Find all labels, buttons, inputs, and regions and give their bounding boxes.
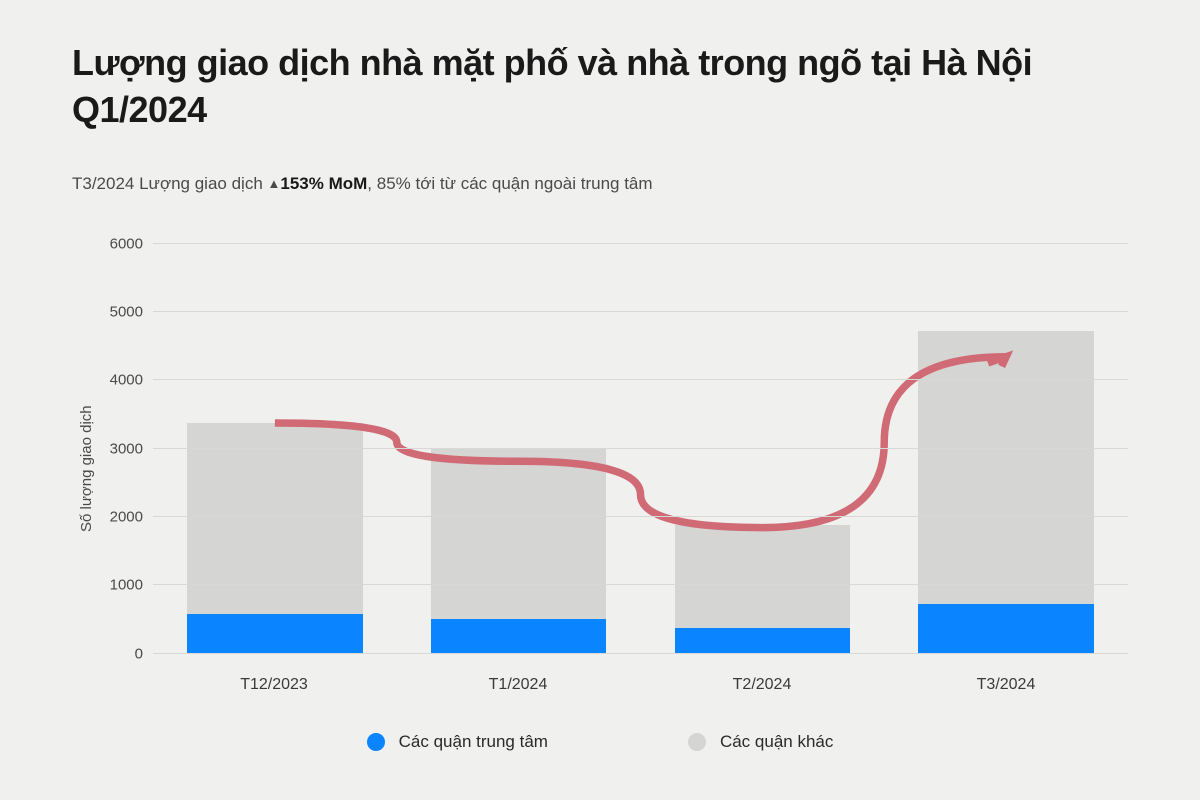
bar-slot xyxy=(397,244,641,654)
bar-segment-other xyxy=(918,331,1094,604)
y-axis: 0100020003000400050006000 xyxy=(95,244,153,654)
bar xyxy=(431,449,607,654)
y-tick: 3000 xyxy=(110,440,143,457)
up-triangle-icon: ▲ xyxy=(268,176,281,191)
legend-label-center: Các quận trung tâm xyxy=(399,732,548,752)
legend-swatch-other xyxy=(688,733,706,751)
bars-layer xyxy=(153,244,1128,654)
legend-item-center: Các quận trung tâm xyxy=(367,732,548,752)
page-title: Lượng giao dịch nhà mặt phố và nhà trong… xyxy=(72,40,1128,134)
bar xyxy=(187,423,363,654)
y-tick: 4000 xyxy=(110,372,143,389)
y-tick: 1000 xyxy=(110,577,143,594)
bar xyxy=(675,525,851,653)
subtitle: T3/2024 Lượng giao dịch ▲153% MoM, 85% t… xyxy=(72,174,1128,194)
bar-segment-other xyxy=(187,423,363,614)
gridline xyxy=(153,379,1128,380)
x-tick: T3/2024 xyxy=(884,676,1128,694)
y-tick: 5000 xyxy=(110,303,143,320)
legend-item-other: Các quận khác xyxy=(688,732,833,752)
y-tick: 0 xyxy=(135,645,143,662)
bar-segment-center xyxy=(431,619,607,653)
subtitle-suffix: , 85% tới từ các quận ngoài trung tâm xyxy=(367,174,652,193)
x-tick: T12/2023 xyxy=(152,676,396,694)
bar-segment-center xyxy=(675,628,851,654)
gridline xyxy=(153,516,1128,517)
bar-segment-other xyxy=(675,525,851,628)
y-tick: 6000 xyxy=(110,235,143,252)
x-axis: T12/2023T1/2024T2/2024T3/2024 xyxy=(152,676,1128,694)
legend-label-other: Các quận khác xyxy=(720,732,833,752)
x-tick: T1/2024 xyxy=(396,676,640,694)
subtitle-bold: 153% MoM xyxy=(280,174,367,193)
gridline xyxy=(153,243,1128,244)
legend-swatch-center xyxy=(367,733,385,751)
subtitle-prefix: T3/2024 Lượng giao dịch xyxy=(72,174,268,193)
gridline xyxy=(153,653,1128,654)
bar-slot xyxy=(884,244,1128,654)
plot-area xyxy=(153,244,1128,654)
x-tick: T2/2024 xyxy=(640,676,884,694)
chart: Số lượng giao dịch 010002000300040005000… xyxy=(72,244,1128,654)
gridline xyxy=(153,448,1128,449)
bar-segment-center xyxy=(187,614,363,654)
gridline xyxy=(153,584,1128,585)
bar-slot xyxy=(641,244,885,654)
gridline xyxy=(153,311,1128,312)
y-axis-label: Số lượng giao dịch xyxy=(72,244,95,654)
bar-slot xyxy=(153,244,397,654)
y-tick: 2000 xyxy=(110,508,143,525)
bar-segment-center xyxy=(918,604,1094,653)
bar-segment-other xyxy=(431,449,607,620)
legend: Các quận trung tâm Các quận khác xyxy=(72,732,1128,752)
